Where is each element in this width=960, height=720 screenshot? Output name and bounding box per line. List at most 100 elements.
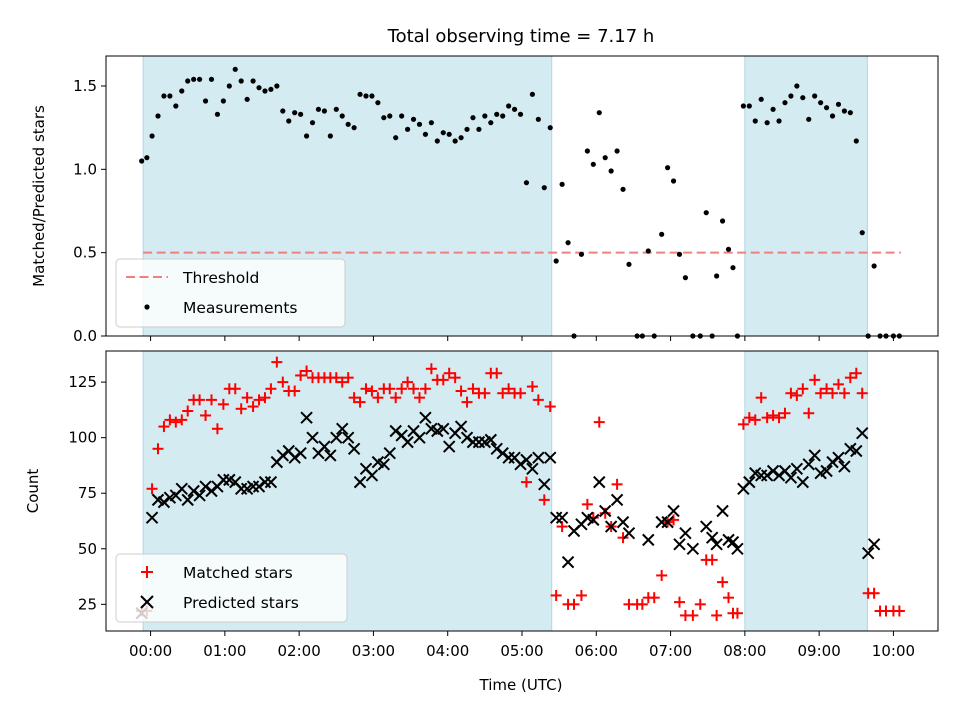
measurement-point (553, 258, 559, 264)
predicted-star-point (377, 458, 391, 471)
measurement-point (268, 86, 274, 92)
matched-star-point (372, 392, 384, 404)
measurement-point (794, 83, 800, 89)
top-x-ticks (150, 336, 894, 341)
predicted-star-point (419, 411, 432, 424)
measurement-point (719, 218, 726, 224)
measurement-point (173, 103, 179, 109)
matched-star-point (342, 372, 354, 384)
predicted-star-point (264, 475, 278, 489)
matched-star-point (217, 398, 229, 410)
measurement-point (584, 148, 590, 154)
matched-star-point (797, 383, 809, 395)
measurement-point (541, 185, 547, 191)
predicted-star-point (157, 495, 171, 509)
measurement-point (315, 106, 322, 112)
measurement-points (139, 66, 902, 339)
measurement-point (303, 133, 310, 139)
predicted-star-point (145, 511, 159, 524)
predicted-star-point (300, 411, 313, 424)
matched-star-point (773, 412, 785, 424)
bottom-y-tick-label: 100 (68, 429, 97, 447)
matched-star-point (821, 383, 833, 395)
top-y-tick-label: 0.5 (73, 244, 97, 262)
measurement-point (416, 121, 423, 127)
predicted-star-point (850, 444, 863, 458)
x-tick-label: 01:00 (203, 642, 246, 660)
measurement-point (208, 76, 215, 82)
predicted-star-point (743, 475, 756, 489)
matched-star-point (568, 598, 580, 610)
predicted-star-point (276, 449, 290, 462)
matched-star-point (354, 396, 366, 408)
predicted-star-point (383, 447, 396, 460)
matched-star-point (803, 407, 815, 419)
measurement-point (470, 115, 476, 121)
predicted-star-point (199, 480, 212, 493)
predicted-star-point (306, 431, 319, 444)
measurement-point (191, 76, 197, 82)
legend-threshold-label: Threshold (182, 269, 259, 287)
measurement-point (782, 100, 788, 106)
predicted-star-point (726, 535, 740, 549)
x-tick-label: 09:00 (798, 642, 841, 660)
matched-star-point (656, 569, 668, 581)
matched-star-point (301, 365, 313, 377)
matched-star-point (479, 387, 491, 399)
matched-star-point (575, 589, 587, 601)
matched-star-point (408, 383, 420, 395)
predicted-star-point (790, 462, 804, 475)
matched-star-point (749, 414, 761, 426)
x-tick-label: 10:00 (872, 642, 915, 660)
matched-star-point (694, 598, 706, 610)
matched-star-point (893, 605, 905, 617)
predicted-star-point (514, 458, 527, 471)
predicted-star-point (716, 504, 729, 518)
predicted-star-point (686, 542, 700, 555)
measurement-point (155, 113, 161, 119)
predicted-star-point (826, 455, 839, 469)
matched-star-point (731, 607, 743, 619)
x-axis-label: Time (UTC) (479, 676, 563, 694)
bottom-legend: Matched stars Predicted stars (115, 553, 348, 623)
matched-star-point (271, 356, 283, 368)
measurement-point (321, 108, 327, 114)
measurement-point (262, 88, 268, 94)
matched-star-point (211, 423, 223, 435)
measurement-point (620, 186, 626, 192)
measurement-point (565, 240, 571, 246)
legend-measurements-label: Measurements (183, 299, 298, 317)
matched-star-point (330, 372, 342, 384)
measurement-point (309, 120, 316, 126)
matched-star-point (544, 401, 556, 413)
measurement-point (274, 83, 280, 89)
measurement-point (506, 103, 512, 109)
top-legend: Threshold Measurements (115, 258, 346, 328)
x-axis-ticks: 00:00 01:00 02:00 03:00 04:00 05:00 06:00 07:00… (129, 631, 915, 660)
measurement-point (167, 93, 173, 99)
measurement-point (614, 148, 620, 154)
predicted-star-point (288, 451, 301, 464)
predicted-star-point (731, 542, 744, 555)
bottom-y-tick-label: 25 (78, 595, 97, 613)
matched-star-point (336, 376, 348, 388)
measurement-point (776, 118, 782, 124)
predicted-star-point (861, 547, 875, 560)
matched-star-point (366, 385, 378, 397)
measurement-point (859, 230, 865, 236)
measurement-point (853, 138, 859, 144)
predicted-star-point (673, 538, 686, 551)
predicted-star-point (401, 435, 414, 449)
measurement-point (714, 273, 720, 279)
predicted-star-point (389, 424, 402, 438)
measurement-point (256, 85, 262, 91)
measurement-point (645, 248, 651, 254)
matched-star-point (384, 383, 396, 395)
matched-star-point (515, 387, 527, 399)
matched-star-point (636, 598, 648, 610)
predicted-star-point (294, 447, 307, 460)
predicted-star-point (705, 531, 719, 544)
matched-star-point (611, 478, 623, 490)
matched-star-point (868, 587, 880, 599)
matched-star-point (737, 418, 749, 430)
